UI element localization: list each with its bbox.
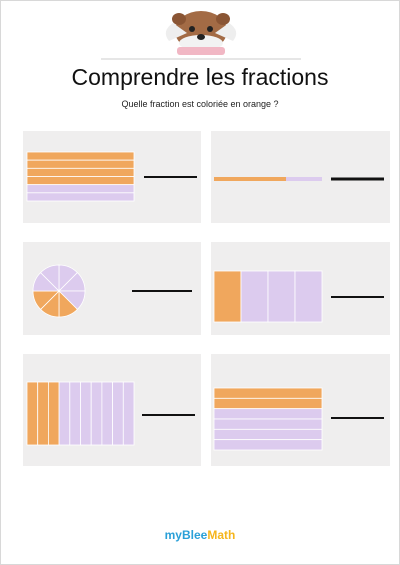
logo: myBleeMath: [1, 528, 399, 542]
fraction-part: [48, 381, 60, 446]
fraction-part: [267, 270, 296, 323]
fraction-part: [101, 381, 114, 446]
instruction: Quelle fraction est coloriée en orange ?: [121, 99, 279, 109]
fraction-part: [58, 381, 71, 446]
fraction-part: [214, 177, 286, 181]
fraction-part: [213, 418, 323, 430]
fraction-part: [213, 408, 323, 420]
fraction-part: [26, 151, 135, 161]
fraction-part: [213, 270, 242, 323]
fraction-part: [90, 381, 103, 446]
fraction-part: [80, 381, 92, 446]
logo-part: Math: [207, 528, 236, 542]
fraction-part: [294, 270, 323, 323]
fraction-part: [286, 177, 322, 181]
fraction-part: [213, 428, 323, 441]
fraction-part: [40, 264, 60, 292]
fraction-part: [26, 176, 135, 186]
fraction-part: [26, 167, 135, 177]
mascot: [101, 11, 301, 60]
fraction-part: [213, 397, 323, 410]
fraction-part: [37, 381, 49, 446]
fraction-part: [213, 439, 323, 451]
fraction-part: [26, 159, 135, 169]
fraction-part: [213, 387, 323, 399]
fraction-part: [122, 381, 135, 446]
fraction-part: [26, 184, 135, 194]
answer-lines: [132, 176, 384, 419]
fraction-part: [112, 381, 124, 446]
title: Comprendre les fractions: [71, 64, 329, 90]
fraction-part: [26, 192, 135, 202]
logo-part: myBlee: [164, 528, 208, 542]
fraction-part: [240, 270, 269, 323]
fraction-part: [26, 381, 39, 446]
fraction-part: [69, 381, 81, 446]
fraction-shapes: [26, 151, 323, 451]
